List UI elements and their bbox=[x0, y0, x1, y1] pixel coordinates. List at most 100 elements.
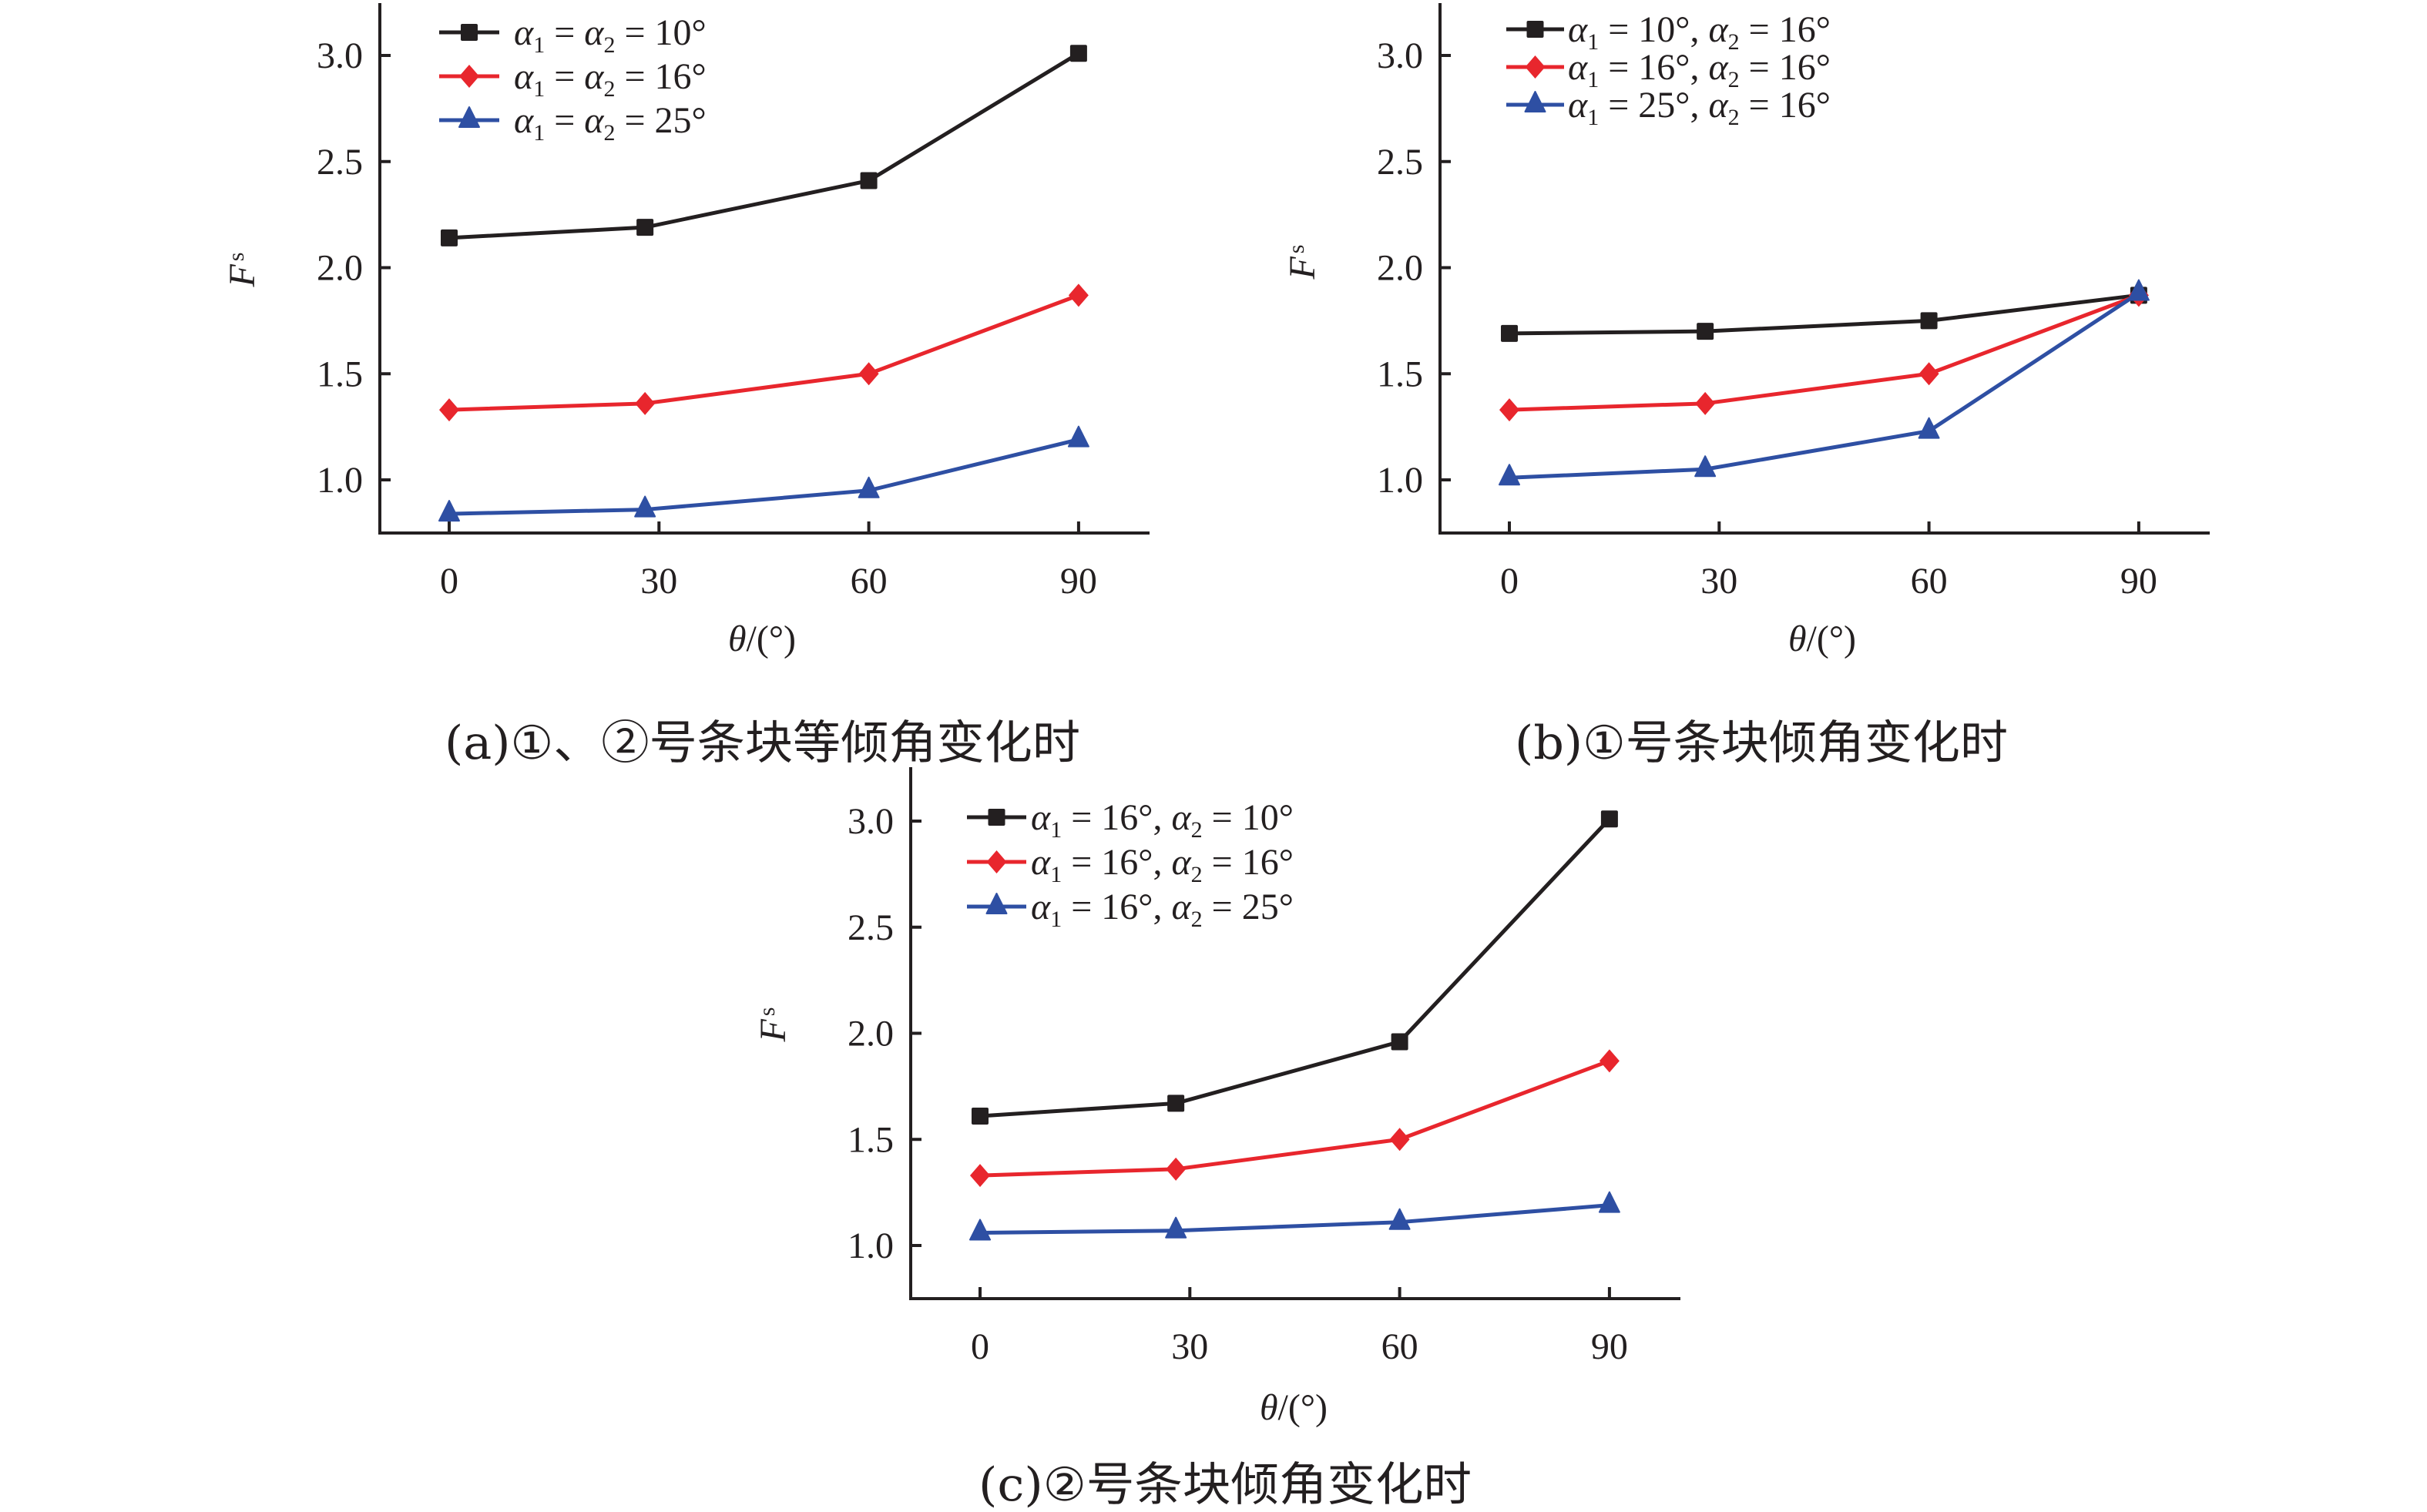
legend-label: α1 = 25°, α2 = 16° bbox=[1568, 85, 1831, 130]
data-point-square bbox=[441, 229, 458, 246]
legend-subscript: 1 bbox=[533, 32, 545, 58]
chart-caption: (c)②号条块倾角变化时 bbox=[979, 1458, 1472, 1512]
legend-marker-diamond-icon bbox=[1525, 55, 1546, 79]
data-point-square bbox=[1391, 1033, 1408, 1051]
y-tick-label: 1.0 bbox=[1377, 460, 1423, 501]
series-line-square bbox=[1509, 293, 2140, 336]
data-point-triangle bbox=[1918, 417, 1940, 439]
legend-subscript: 1 bbox=[1587, 67, 1599, 92]
x-tick-label: 90 bbox=[2120, 561, 2157, 602]
data-point-diamond bbox=[1918, 362, 1939, 386]
x-tick-label: 30 bbox=[1700, 561, 1737, 602]
y-axis-title-main: F bbox=[1282, 256, 1323, 280]
legend-label: α1 = 10°, α2 = 16° bbox=[1568, 9, 1831, 55]
legend-marker-triangle-icon bbox=[458, 106, 480, 128]
legend-subscript: 2 bbox=[603, 120, 615, 146]
legend-text-part: = 16° bbox=[1740, 85, 1831, 126]
x-axis-title: θ/(°) bbox=[1788, 619, 1856, 659]
legend-alpha: α bbox=[1568, 85, 1588, 126]
data-point-diamond bbox=[1499, 398, 1519, 422]
legend-text-part: = 16° bbox=[1203, 842, 1294, 883]
x-tick-label: 0 bbox=[440, 561, 458, 602]
chart-caption: (b)①号条块倾角变化时 bbox=[1515, 716, 2008, 770]
legend-marker-diamond-icon bbox=[459, 65, 479, 88]
y-tick-label: 1.5 bbox=[1377, 354, 1423, 394]
legend-text-part: = bbox=[545, 12, 584, 53]
y-axis-title-main: F bbox=[753, 1019, 794, 1043]
y-tick-label: 2.0 bbox=[1377, 248, 1423, 289]
legend-marker-square-icon bbox=[1526, 21, 1544, 38]
x-axis-title-symbol: θ bbox=[1788, 619, 1807, 659]
data-point-square bbox=[1920, 312, 1938, 330]
x-tick-label: 60 bbox=[1381, 1326, 1418, 1367]
data-point-diamond bbox=[1166, 1157, 1187, 1181]
x-tick-label: 30 bbox=[640, 561, 677, 602]
x-tick-label: 90 bbox=[1591, 1326, 1628, 1367]
legend-subscript: 2 bbox=[1191, 862, 1203, 887]
data-point-triangle bbox=[634, 495, 656, 518]
legend-alpha: α bbox=[514, 100, 534, 141]
legend-alpha: α bbox=[1171, 887, 1191, 927]
series-line-diamond bbox=[1509, 293, 2140, 412]
data-point-diamond bbox=[439, 398, 459, 422]
x-tick-label: 60 bbox=[1911, 561, 1948, 602]
legend-marker-triangle-icon bbox=[985, 893, 1008, 914]
legend-subscript: 1 bbox=[1050, 907, 1062, 932]
legend-text-part: = 16° bbox=[615, 56, 706, 97]
data-point-diamond bbox=[858, 362, 879, 386]
legend-label: α1 = 16°, α2 = 16° bbox=[1031, 842, 1294, 887]
y-tick-label: 1.5 bbox=[848, 1119, 894, 1160]
legend-alpha: α bbox=[584, 100, 604, 141]
x-tick-label: 60 bbox=[851, 561, 888, 602]
legend-alpha: α bbox=[1031, 887, 1051, 927]
legend-alpha: α bbox=[1568, 47, 1588, 88]
y-tick-label: 1.0 bbox=[317, 460, 363, 501]
legend-alpha: α bbox=[1708, 47, 1728, 88]
x-axis-title-unit: /(°) bbox=[747, 619, 797, 659]
y-tick-label: 1.5 bbox=[317, 354, 363, 394]
legend-subscript: 1 bbox=[1587, 29, 1599, 55]
legend-alpha: α bbox=[1568, 9, 1588, 50]
data-point-triangle bbox=[1499, 464, 1520, 486]
legend-marker-square-icon bbox=[461, 24, 478, 41]
chart-caption: (a)①、②号条块等倾角变化时 bbox=[445, 716, 1080, 770]
y-tick-label: 2.0 bbox=[848, 1014, 894, 1054]
y-axis-title-subscript: s bbox=[754, 1007, 780, 1016]
y-axis-title: Fs bbox=[1282, 244, 1323, 280]
x-axis-title-symbol: θ bbox=[728, 619, 747, 659]
data-point-diamond bbox=[1695, 391, 1716, 415]
data-point-triangle bbox=[1598, 1191, 1620, 1213]
data-point-diamond bbox=[635, 391, 656, 415]
legend-text-part: = 16°, bbox=[1062, 842, 1171, 883]
x-tick-label: 30 bbox=[1171, 1326, 1208, 1367]
legend-subscript: 1 bbox=[1050, 862, 1062, 887]
legend-marker-square-icon bbox=[988, 809, 1005, 826]
x-tick-label: 0 bbox=[1500, 561, 1519, 602]
legend-subscript: 1 bbox=[1587, 105, 1599, 130]
y-axis-title: Fs bbox=[753, 1007, 794, 1042]
legend-alpha: α bbox=[1171, 797, 1191, 838]
legend-text-part: = bbox=[545, 100, 584, 141]
x-axis-title-symbol: θ bbox=[1260, 1387, 1278, 1428]
legend-label: α1 = 16°, α2 = 16° bbox=[1568, 47, 1831, 92]
legend-text-part: = bbox=[545, 56, 584, 97]
y-tick-label: 2.5 bbox=[317, 142, 363, 183]
legend-alpha: α bbox=[514, 12, 534, 53]
series-line-triangle bbox=[1509, 291, 2140, 480]
series-line-square bbox=[448, 52, 1080, 240]
legend-subscript: 2 bbox=[1728, 29, 1740, 55]
y-axis-title-subscript: s bbox=[1284, 244, 1309, 253]
legend-text-part: = 25° bbox=[1203, 887, 1294, 927]
legend-label: α1 = α2 = 10° bbox=[514, 12, 707, 58]
legend-alpha: α bbox=[584, 56, 604, 97]
legend-alpha: α bbox=[1171, 842, 1191, 883]
y-tick-label: 3.0 bbox=[1377, 35, 1423, 76]
series-line-triangle bbox=[448, 438, 1079, 516]
data-point-triangle bbox=[438, 500, 460, 522]
y-axis-title-subscript: s bbox=[223, 252, 249, 261]
legend-text-part: = 16°, bbox=[1062, 797, 1171, 838]
legend-alpha: α bbox=[1031, 797, 1051, 838]
